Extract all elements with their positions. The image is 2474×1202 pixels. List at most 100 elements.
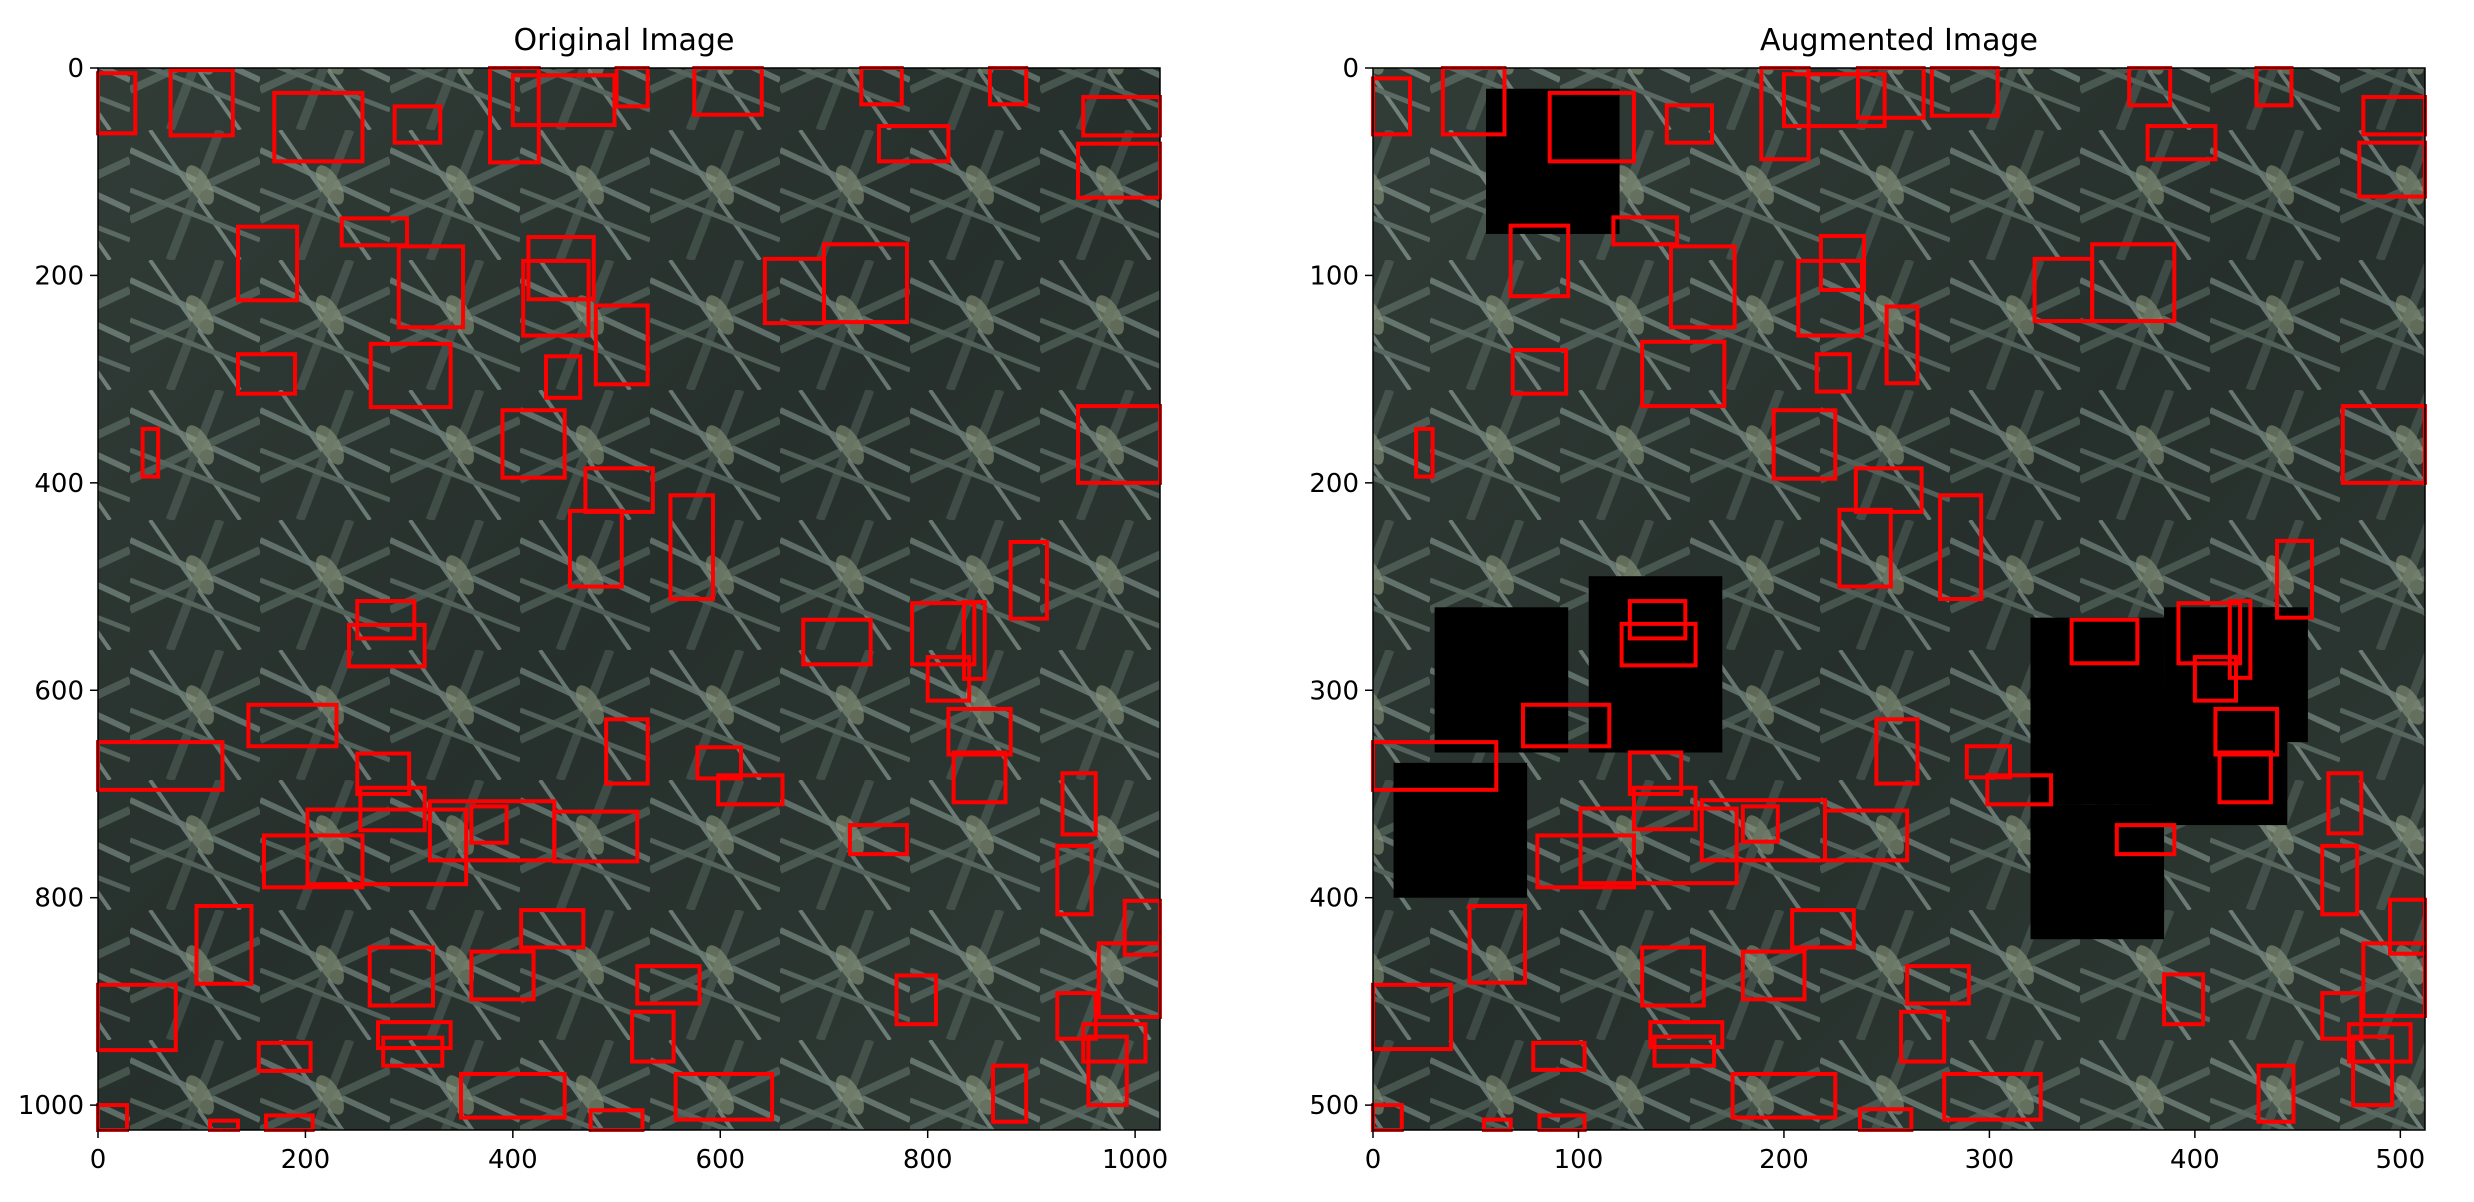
bounding-box [2192, 655, 2238, 703]
bounding-box [876, 124, 951, 164]
bounding-box [894, 973, 938, 1027]
x-ticks: 0 100 200 300 400 500 [1365, 1130, 2425, 1175]
bounding-box [305, 807, 469, 887]
bounding-box [1818, 234, 1867, 292]
bounding-box [500, 408, 567, 480]
bounding-box [1627, 750, 1684, 796]
y-tick-label: 600 [34, 676, 84, 706]
bounding-box [1771, 408, 1838, 481]
panel-augmented: Augmented Image 0 100 200 300 400 500 0 100 200… [1309, 23, 2427, 1175]
bounding-box [1740, 804, 1780, 844]
photo-tint [98, 68, 1160, 1130]
bounding-box [801, 617, 873, 667]
bounding-box [1823, 808, 1910, 863]
bounding-box [1547, 90, 1636, 164]
y-ticks: 0 200 400 600 800 1000 [18, 54, 98, 1121]
x-tick-label: 600 [695, 1145, 745, 1175]
bounding-box [194, 903, 254, 986]
bounding-box [521, 258, 591, 338]
photo-tint [1373, 68, 2425, 1130]
bounding-box [925, 655, 972, 703]
bounding-box [847, 823, 909, 857]
bounding-box [1905, 964, 1971, 1006]
bounding-box [1652, 1034, 1717, 1068]
y-tick-label: 400 [1309, 884, 1359, 914]
bounding-box [2320, 991, 2364, 1041]
y-tick-label: 0 [1342, 54, 1359, 84]
bounding-box [2320, 843, 2360, 917]
bounding-box [367, 945, 435, 1008]
x-tick-label: 200 [1759, 1145, 1809, 1175]
bounding-box [544, 354, 583, 400]
bounding-box [1510, 348, 1569, 396]
bounding-box [2069, 617, 2140, 666]
bounding-box [552, 809, 640, 864]
bounding-box [1796, 258, 1865, 338]
bounding-box [355, 751, 412, 796]
x-tick-label: 500 [2376, 1145, 2426, 1175]
bounding-box [1531, 1040, 1587, 1072]
bounding-box [1467, 903, 1528, 985]
bounding-box [256, 1040, 313, 1073]
y-tick-label: 200 [1309, 469, 1359, 499]
bounding-box [2114, 823, 2177, 857]
bounding-box [1640, 945, 1706, 1008]
chart-title: Augmented Image [1760, 23, 2038, 58]
bounding-box [991, 1063, 1029, 1124]
bounding-box [1899, 1009, 1947, 1064]
bounding-box [1008, 539, 1049, 621]
x-tick-label: 1000 [1102, 1145, 1168, 1175]
bounding-box [396, 244, 466, 330]
x-tick-label: 400 [2170, 1145, 2220, 1175]
bounding-box [604, 717, 650, 786]
bounding-box [376, 1020, 453, 1051]
bounding-box [168, 68, 235, 138]
bounding-box [1985, 773, 2054, 807]
bounding-box [2217, 750, 2273, 805]
black-patch [2030, 617, 2165, 805]
x-tick-label: 300 [1965, 1145, 2015, 1175]
bounding-box [2227, 599, 2253, 680]
bounding-box [1790, 908, 1856, 950]
bounding-box [510, 73, 617, 128]
bounding-box [140, 426, 161, 479]
bounding-box [1648, 1020, 1725, 1050]
bounding-box [1853, 466, 1924, 514]
bounding-box [368, 341, 453, 410]
x-tick-label: 400 [488, 1145, 538, 1175]
bounding-box [346, 622, 427, 669]
y-tick-label: 300 [1309, 676, 1359, 706]
bounding-box [961, 600, 987, 681]
bounding-box [2090, 242, 2177, 324]
y-tick-label: 500 [1309, 1091, 1359, 1121]
bounding-box [630, 1009, 676, 1064]
bounding-box [1664, 103, 1715, 145]
bounding-box [1730, 1071, 1838, 1120]
bounding-box [1884, 304, 1920, 386]
bounding-box [1520, 702, 1612, 749]
bounding-box [716, 773, 785, 807]
bounding-box [2162, 972, 2206, 1027]
bounding-box [392, 104, 443, 145]
bounding-box [1740, 949, 1807, 1002]
bounding-box [1938, 493, 1984, 601]
bounding-box [2346, 1022, 2413, 1064]
bounding-box [1837, 507, 1893, 589]
x-tick-label: 800 [903, 1145, 953, 1175]
bounding-box [1668, 244, 1737, 330]
bounding-box [236, 352, 298, 396]
bounding-box [1611, 215, 1680, 247]
y-tick-label: 1000 [18, 1091, 84, 1121]
bounding-box [458, 1071, 567, 1120]
bounding-box [519, 908, 586, 950]
bounding-box [910, 601, 977, 667]
bounding-box [1055, 843, 1094, 917]
bounding-box [1619, 621, 1698, 668]
bounding-box [246, 702, 339, 749]
bounding-box [1874, 717, 1920, 786]
bounding-box [2213, 706, 2280, 757]
bounding-box [567, 508, 624, 589]
y-ticks: 0 100 200 300 400 500 [1309, 54, 1373, 1121]
x-tick-label: 100 [1554, 1145, 1604, 1175]
